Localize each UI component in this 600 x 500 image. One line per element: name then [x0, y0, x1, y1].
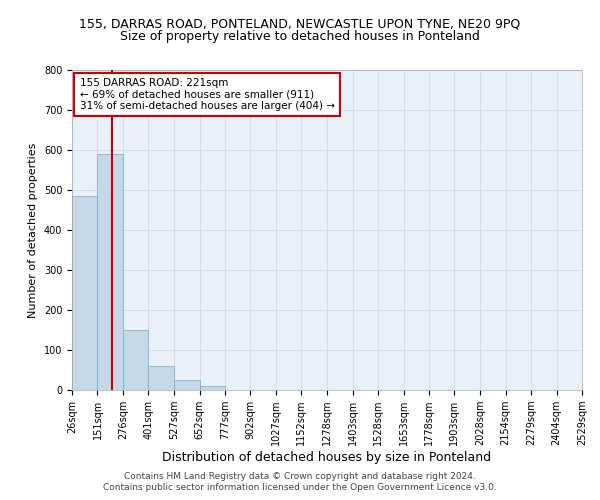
X-axis label: Distribution of detached houses by size in Ponteland: Distribution of detached houses by size … — [163, 451, 491, 464]
Y-axis label: Number of detached properties: Number of detached properties — [28, 142, 38, 318]
Text: Contains HM Land Registry data © Crown copyright and database right 2024.: Contains HM Land Registry data © Crown c… — [124, 472, 476, 481]
Bar — [148, 366, 174, 390]
Text: 155 DARRAS ROAD: 221sqm
← 69% of detached houses are smaller (911)
31% of semi-d: 155 DARRAS ROAD: 221sqm ← 69% of detache… — [80, 78, 335, 111]
Bar — [200, 386, 225, 390]
Bar — [72, 196, 97, 390]
Text: 155, DARRAS ROAD, PONTELAND, NEWCASTLE UPON TYNE, NE20 9PQ: 155, DARRAS ROAD, PONTELAND, NEWCASTLE U… — [79, 18, 521, 30]
Bar — [123, 330, 148, 390]
Bar — [97, 154, 123, 390]
Bar — [174, 380, 200, 390]
Text: Contains public sector information licensed under the Open Government Licence v3: Contains public sector information licen… — [103, 484, 497, 492]
Text: Size of property relative to detached houses in Ponteland: Size of property relative to detached ho… — [120, 30, 480, 43]
